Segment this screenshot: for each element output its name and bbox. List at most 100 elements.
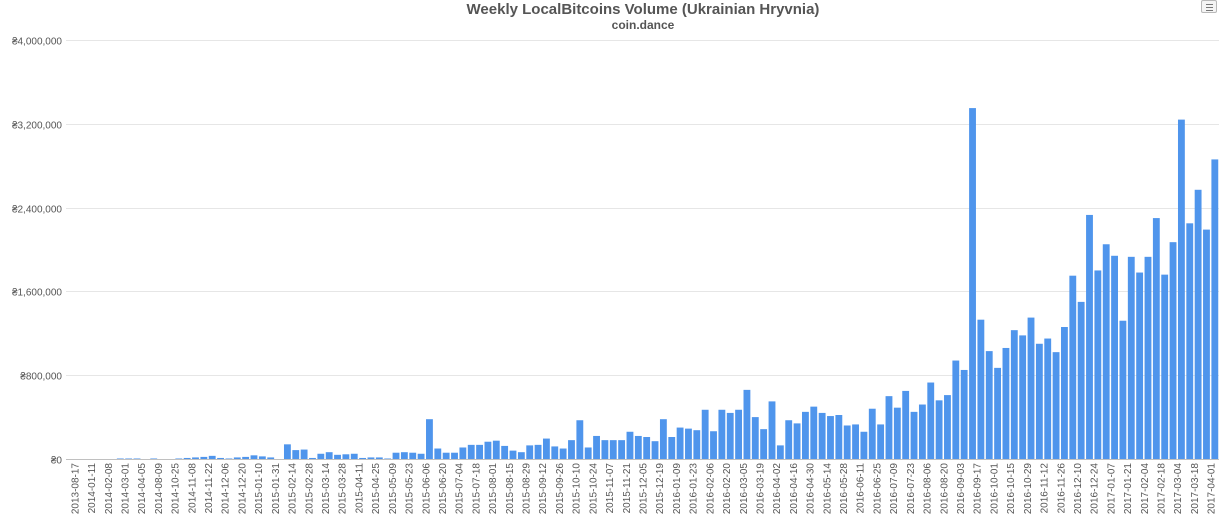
bar[interactable] bbox=[977, 319, 985, 459]
bar[interactable] bbox=[576, 420, 584, 459]
bar[interactable] bbox=[1119, 320, 1127, 459]
bar[interactable] bbox=[718, 409, 726, 459]
bar[interactable] bbox=[810, 406, 818, 460]
bar[interactable] bbox=[451, 452, 458, 459]
bar[interactable] bbox=[434, 448, 442, 459]
bar[interactable] bbox=[768, 401, 776, 459]
bar[interactable] bbox=[952, 360, 960, 459]
bar[interactable] bbox=[409, 452, 417, 459]
bar[interactable] bbox=[476, 444, 483, 459]
bar[interactable] bbox=[192, 457, 199, 459]
bar[interactable] bbox=[634, 435, 642, 459]
bar[interactable] bbox=[802, 411, 809, 459]
bar[interactable] bbox=[116, 458, 124, 459]
bar[interactable] bbox=[501, 445, 509, 459]
bar[interactable] bbox=[1094, 270, 1102, 459]
bar[interactable] bbox=[484, 441, 492, 459]
bar[interactable] bbox=[776, 445, 784, 459]
bar[interactable] bbox=[701, 409, 709, 459]
bar[interactable] bbox=[208, 455, 216, 459]
bar[interactable] bbox=[334, 454, 341, 459]
bar[interactable] bbox=[860, 431, 868, 459]
bar[interactable] bbox=[350, 453, 358, 459]
bar[interactable] bbox=[743, 389, 751, 459]
bar[interactable] bbox=[1069, 275, 1077, 459]
bar[interactable] bbox=[1177, 119, 1185, 460]
bar[interactable] bbox=[367, 457, 375, 459]
bar[interactable] bbox=[685, 428, 692, 459]
bar[interactable] bbox=[693, 430, 701, 459]
bar[interactable] bbox=[935, 400, 943, 459]
bar[interactable] bbox=[994, 367, 1002, 459]
bar[interactable] bbox=[250, 455, 258, 459]
bar[interactable] bbox=[785, 420, 793, 459]
bar[interactable] bbox=[426, 419, 433, 459]
bar[interactable] bbox=[944, 395, 951, 459]
bar[interactable] bbox=[384, 458, 392, 459]
bar[interactable] bbox=[1194, 189, 1202, 460]
bar[interactable] bbox=[1086, 214, 1093, 459]
bar[interactable] bbox=[1203, 229, 1210, 459]
bar[interactable] bbox=[1027, 317, 1035, 459]
bar[interactable] bbox=[1035, 343, 1043, 459]
bar[interactable] bbox=[392, 452, 400, 459]
bar[interactable] bbox=[1144, 256, 1152, 459]
bar[interactable] bbox=[1186, 223, 1194, 459]
bar[interactable] bbox=[584, 447, 592, 459]
bar[interactable] bbox=[175, 458, 183, 459]
bar[interactable] bbox=[1127, 256, 1135, 459]
bar[interactable] bbox=[1010, 330, 1018, 459]
bar[interactable] bbox=[735, 409, 743, 459]
bar[interactable] bbox=[651, 441, 659, 459]
bar[interactable] bbox=[459, 447, 467, 459]
bar[interactable] bbox=[902, 390, 910, 459]
bar[interactable] bbox=[868, 408, 876, 459]
bar[interactable] bbox=[626, 431, 634, 459]
chart-menu-button[interactable] bbox=[1201, 0, 1217, 13]
bar[interactable] bbox=[818, 412, 826, 459]
bar[interactable] bbox=[1044, 338, 1052, 459]
bar[interactable] bbox=[359, 457, 367, 459]
bar[interactable] bbox=[969, 108, 976, 459]
bar[interactable] bbox=[827, 416, 834, 459]
bar[interactable] bbox=[375, 457, 383, 459]
bar[interactable] bbox=[1111, 255, 1118, 459]
bar[interactable] bbox=[309, 457, 316, 459]
bar[interactable] bbox=[1002, 347, 1010, 459]
bar[interactable] bbox=[492, 440, 500, 459]
bar[interactable] bbox=[183, 457, 191, 459]
bar[interactable] bbox=[258, 456, 266, 459]
bar[interactable] bbox=[659, 419, 667, 459]
bar[interactable] bbox=[877, 424, 885, 459]
bar[interactable] bbox=[225, 458, 233, 459]
bar[interactable] bbox=[668, 437, 676, 459]
bar[interactable] bbox=[609, 440, 617, 459]
bar[interactable] bbox=[710, 431, 717, 459]
bar[interactable] bbox=[568, 440, 575, 459]
bar[interactable] bbox=[760, 429, 768, 459]
bar[interactable] bbox=[1077, 301, 1085, 460]
bar[interactable] bbox=[551, 446, 559, 459]
bar[interactable] bbox=[1052, 352, 1060, 459]
bar[interactable] bbox=[283, 444, 291, 459]
bar[interactable] bbox=[960, 369, 968, 459]
bar[interactable] bbox=[676, 427, 684, 459]
bar[interactable] bbox=[835, 415, 843, 459]
bar[interactable] bbox=[893, 407, 901, 459]
bar[interactable] bbox=[125, 458, 133, 459]
bar[interactable] bbox=[526, 445, 534, 459]
bar[interactable] bbox=[643, 437, 651, 459]
bar[interactable] bbox=[292, 450, 300, 459]
bar[interactable] bbox=[1061, 327, 1068, 459]
bar[interactable] bbox=[133, 458, 141, 459]
bar[interactable] bbox=[843, 425, 851, 459]
bar[interactable] bbox=[751, 417, 759, 459]
bar[interactable] bbox=[1152, 218, 1160, 459]
bar[interactable] bbox=[542, 438, 550, 459]
bar[interactable] bbox=[342, 454, 350, 459]
bar[interactable] bbox=[1169, 242, 1177, 459]
bar[interactable] bbox=[910, 411, 918, 459]
bar[interactable] bbox=[927, 382, 935, 459]
bar[interactable] bbox=[726, 412, 734, 459]
bar[interactable] bbox=[517, 452, 525, 459]
